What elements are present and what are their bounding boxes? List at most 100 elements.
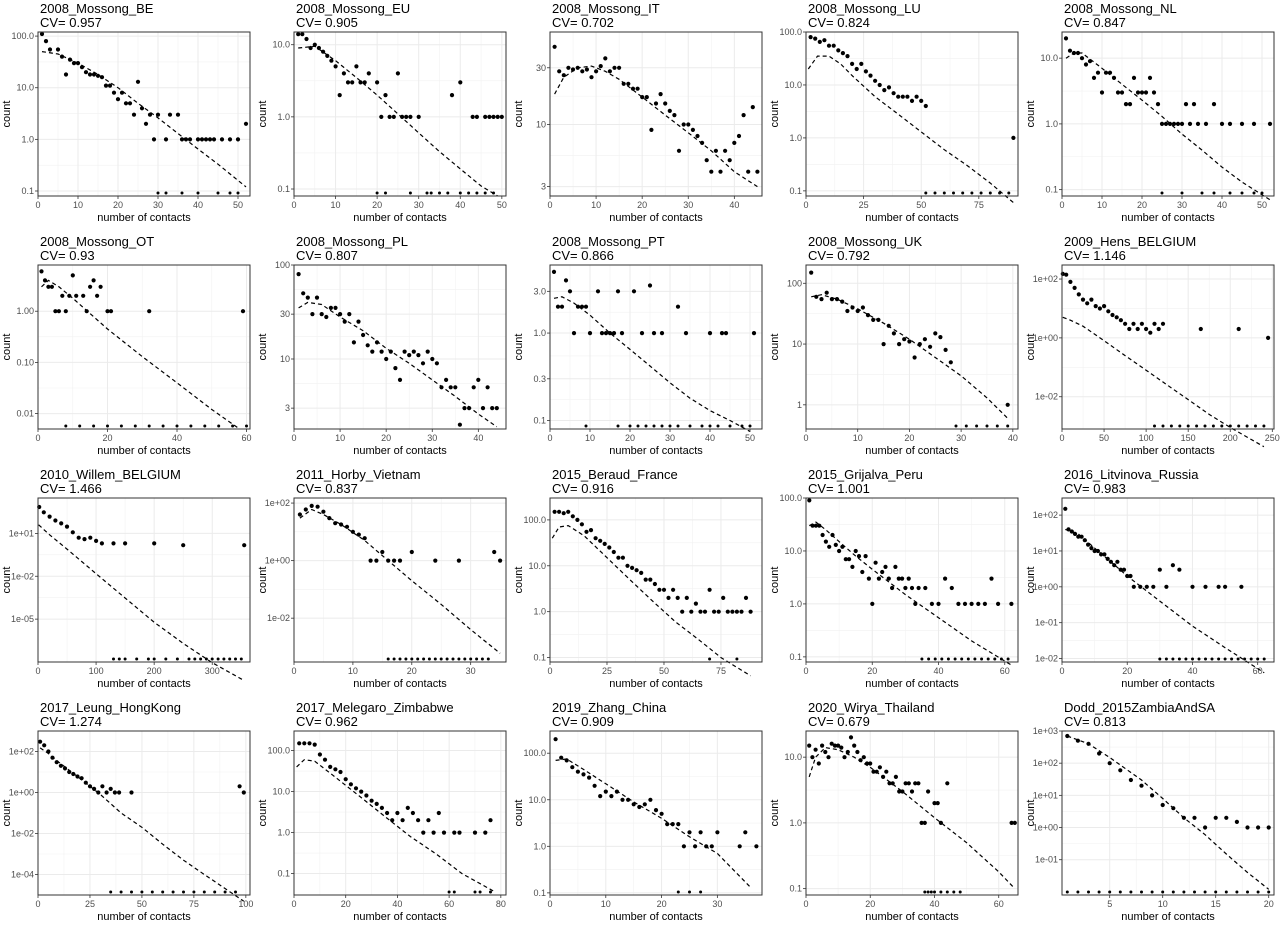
cv-label: CV= 0.962 — [296, 714, 358, 729]
data-point — [395, 71, 400, 76]
data-point — [1075, 738, 1080, 743]
data-point — [449, 93, 455, 98]
data-point — [1067, 48, 1073, 53]
data-point — [87, 784, 93, 789]
data-point — [750, 105, 755, 110]
data-point — [42, 743, 47, 748]
zero-count-point — [119, 424, 123, 428]
data-point — [135, 79, 141, 84]
x-tick-label: 20 — [103, 433, 113, 443]
data-point — [62, 766, 68, 771]
x-tick-label: 30 — [683, 200, 693, 210]
zero-count-point — [688, 890, 691, 894]
data-point — [483, 114, 488, 119]
data-point — [630, 565, 635, 570]
zero-count-point — [164, 657, 168, 661]
data-point — [38, 739, 43, 744]
data-point — [936, 601, 941, 606]
data-point — [880, 569, 885, 575]
x-axis-label: number of contacts — [609, 678, 703, 690]
y-tick-label: 100.0 — [779, 493, 802, 503]
data-point — [75, 61, 81, 66]
y-tick-label: 1.0 — [789, 599, 802, 609]
data-point — [1085, 301, 1090, 306]
data-point — [1099, 90, 1105, 95]
zero-count-point — [1245, 424, 1249, 428]
data-point — [829, 297, 834, 302]
data-point — [452, 830, 457, 835]
fit-line — [296, 759, 496, 893]
zero-count-point — [999, 657, 1003, 661]
x-tick-label: 5 — [1107, 899, 1112, 909]
data-point — [364, 793, 369, 798]
panel-title: 2008_Mossong_LU — [808, 1, 921, 16]
data-point — [935, 801, 940, 806]
zero-count-point — [1224, 890, 1228, 894]
data-point — [409, 549, 414, 555]
plot-background — [806, 32, 1018, 196]
data-point — [393, 366, 398, 371]
data-point — [1239, 584, 1244, 589]
y-tick-label: 1e+02 — [9, 747, 34, 757]
data-point — [900, 576, 905, 581]
data-point — [719, 331, 725, 336]
data-point — [1091, 75, 1097, 80]
data-point — [551, 269, 557, 274]
y-tick-label: 0.10 — [16, 357, 34, 367]
panel-title: 2009_Hens_BELGIUM — [1064, 234, 1196, 249]
x-tick-label: 300 — [205, 666, 220, 676]
data-point — [823, 749, 828, 755]
fit-line — [553, 296, 751, 433]
data-point — [723, 148, 728, 153]
data-point — [79, 65, 85, 70]
panel-title: 2016_Litvinova_Russia — [1064, 467, 1199, 482]
data-point — [314, 295, 320, 300]
data-point — [883, 564, 888, 569]
data-point — [732, 140, 737, 145]
x-axis-label: number of contacts — [865, 212, 959, 224]
data-point — [416, 353, 421, 358]
data-point — [117, 790, 122, 795]
zero-count-point — [228, 657, 232, 661]
data-point — [74, 293, 79, 298]
zero-count-point — [480, 657, 484, 661]
zero-count-point — [203, 424, 207, 428]
data-point — [345, 80, 351, 85]
data-point — [388, 349, 393, 354]
zero-count-point — [954, 424, 958, 428]
data-point — [648, 797, 653, 802]
data-point — [1227, 121, 1233, 126]
x-tick-label: 30 — [153, 200, 163, 210]
x-tick-label: 40 — [729, 200, 739, 210]
data-point — [570, 765, 575, 770]
data-point — [127, 101, 133, 106]
data-point — [575, 304, 581, 309]
data-point — [852, 743, 857, 748]
data-point — [860, 305, 865, 310]
data-point — [698, 609, 703, 614]
data-point — [871, 317, 876, 322]
x-tick-label: 0 — [35, 200, 40, 210]
zero-count-point — [699, 890, 703, 894]
data-point — [817, 39, 822, 45]
panel-title: 2008_Mossong_NL — [1064, 1, 1177, 16]
data-point — [887, 781, 892, 786]
data-point — [913, 601, 918, 606]
data-point — [648, 577, 653, 582]
zero-count-point — [1182, 890, 1186, 894]
data-point — [421, 830, 426, 835]
x-axis-label: number of contacts — [97, 678, 191, 690]
y-tick-label: 0.1 — [1045, 185, 1058, 195]
data-point — [187, 137, 193, 142]
data-point — [390, 818, 395, 823]
zero-count-point — [469, 657, 473, 661]
data-point — [1106, 309, 1111, 314]
data-point — [863, 69, 868, 74]
zero-count-point — [133, 424, 137, 428]
zero-count-point — [652, 424, 656, 428]
data-point — [840, 299, 845, 304]
x-tick-label: 40 — [705, 433, 715, 443]
data-point — [827, 544, 832, 549]
x-tick-label: 50 — [916, 200, 926, 210]
x-tick-label: 40 — [1217, 200, 1227, 210]
